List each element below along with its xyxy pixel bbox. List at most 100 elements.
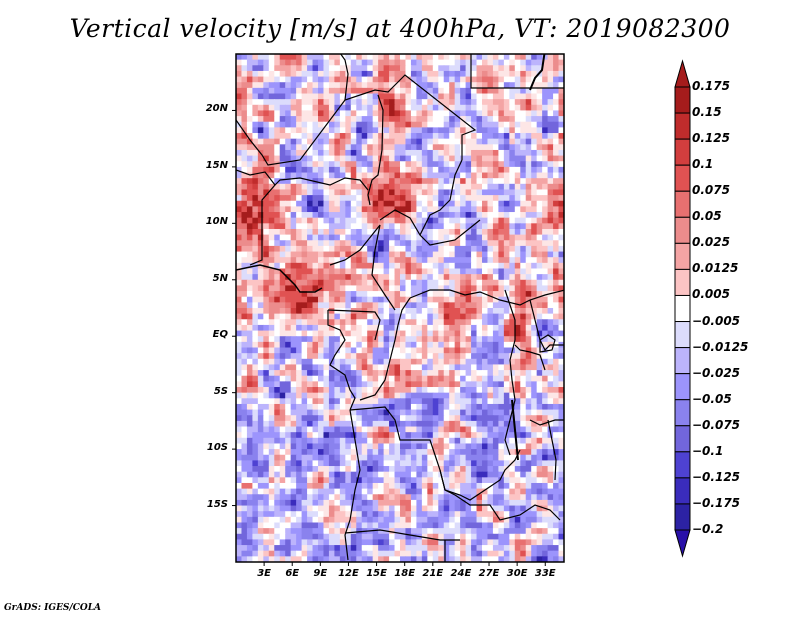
field-cell (241, 99, 248, 106)
field-cell (553, 375, 560, 382)
field-cell (421, 217, 428, 224)
field-cell (438, 183, 445, 191)
field-cell (394, 234, 401, 241)
field-cell (263, 505, 270, 512)
field-cell (345, 217, 352, 224)
field-cell (460, 319, 467, 326)
field-cell (252, 477, 259, 484)
field-cell (525, 285, 532, 292)
field-cell (367, 347, 374, 354)
field-cell (432, 217, 439, 224)
field-cell (438, 324, 445, 332)
field-cell (520, 409, 527, 416)
field-cell (410, 449, 417, 456)
field-cell (416, 505, 423, 512)
field-cell (372, 392, 379, 399)
field-cell (361, 54, 368, 61)
field-cell (263, 251, 270, 258)
field-cell (268, 324, 275, 332)
field-cell (416, 274, 423, 281)
field-cell (438, 99, 445, 106)
field-cell (476, 257, 483, 264)
field-cell (492, 387, 499, 394)
field-cell (350, 449, 357, 456)
field-cell (257, 353, 264, 360)
field-cell (476, 426, 483, 433)
field-cell (542, 217, 549, 224)
field-cell (553, 505, 560, 512)
field-cell (389, 420, 396, 428)
field-cell (296, 319, 303, 326)
field-cell (290, 477, 297, 484)
field-cell (503, 183, 510, 191)
field-cell (361, 336, 368, 343)
field-cell (372, 516, 379, 524)
field-cell (498, 392, 505, 399)
field-cell (367, 302, 374, 309)
field-cell (438, 460, 445, 467)
field-cell (345, 87, 352, 95)
field-cell (465, 87, 472, 95)
field-cell (542, 398, 549, 405)
field-cell (312, 381, 319, 388)
field-cell (334, 330, 341, 337)
field-cell (520, 420, 527, 428)
field-cell (547, 336, 554, 343)
field-cell (416, 341, 423, 349)
field-cell (514, 144, 521, 151)
field-cell (520, 471, 527, 478)
field-cell (427, 466, 434, 473)
field-cell (405, 516, 412, 524)
field-cell (290, 149, 297, 157)
field-cell (498, 375, 505, 382)
field-cell (236, 116, 243, 123)
field-cell (383, 409, 390, 416)
field-cell (443, 54, 450, 61)
field-cell (318, 149, 325, 157)
field-cell (241, 54, 248, 61)
field-cell (482, 76, 489, 83)
field-cell (553, 494, 560, 501)
field-cell (542, 93, 549, 100)
field-cell (290, 324, 297, 332)
field-cell (241, 387, 248, 394)
field-cell (257, 426, 264, 433)
field-cell (405, 381, 412, 388)
field-cell (542, 341, 549, 349)
field-cell (361, 251, 368, 258)
field-cell (367, 178, 374, 185)
field-cell (378, 387, 385, 394)
field-cell (531, 234, 538, 241)
field-cell (503, 195, 510, 202)
field-cell (268, 387, 275, 394)
field-cell (301, 59, 308, 66)
field-cell (394, 257, 401, 264)
field-cell (476, 212, 483, 219)
field-cell (492, 347, 499, 354)
field-cell (471, 279, 478, 287)
field-cell (312, 403, 319, 411)
field-cell (531, 324, 538, 332)
field-cell (421, 245, 428, 253)
field-cell (312, 347, 319, 354)
field-cell (553, 93, 560, 100)
field-cell (454, 206, 461, 213)
field-cell (400, 279, 407, 287)
field-cell (454, 245, 461, 253)
field-cell (410, 87, 417, 95)
field-cell (476, 516, 483, 524)
field-cell (465, 200, 472, 207)
field-cell (498, 460, 505, 467)
field-cell (383, 121, 390, 128)
field-cell (498, 93, 505, 100)
field-cell (361, 212, 368, 219)
field-cell (323, 274, 330, 281)
field-cell (536, 308, 543, 315)
field-cell (328, 516, 335, 524)
field-cell (482, 330, 489, 337)
field-cell (525, 155, 532, 162)
field-cell (542, 144, 549, 151)
field-cell (547, 319, 554, 326)
field-cell (367, 494, 374, 501)
field-cell (432, 466, 439, 473)
